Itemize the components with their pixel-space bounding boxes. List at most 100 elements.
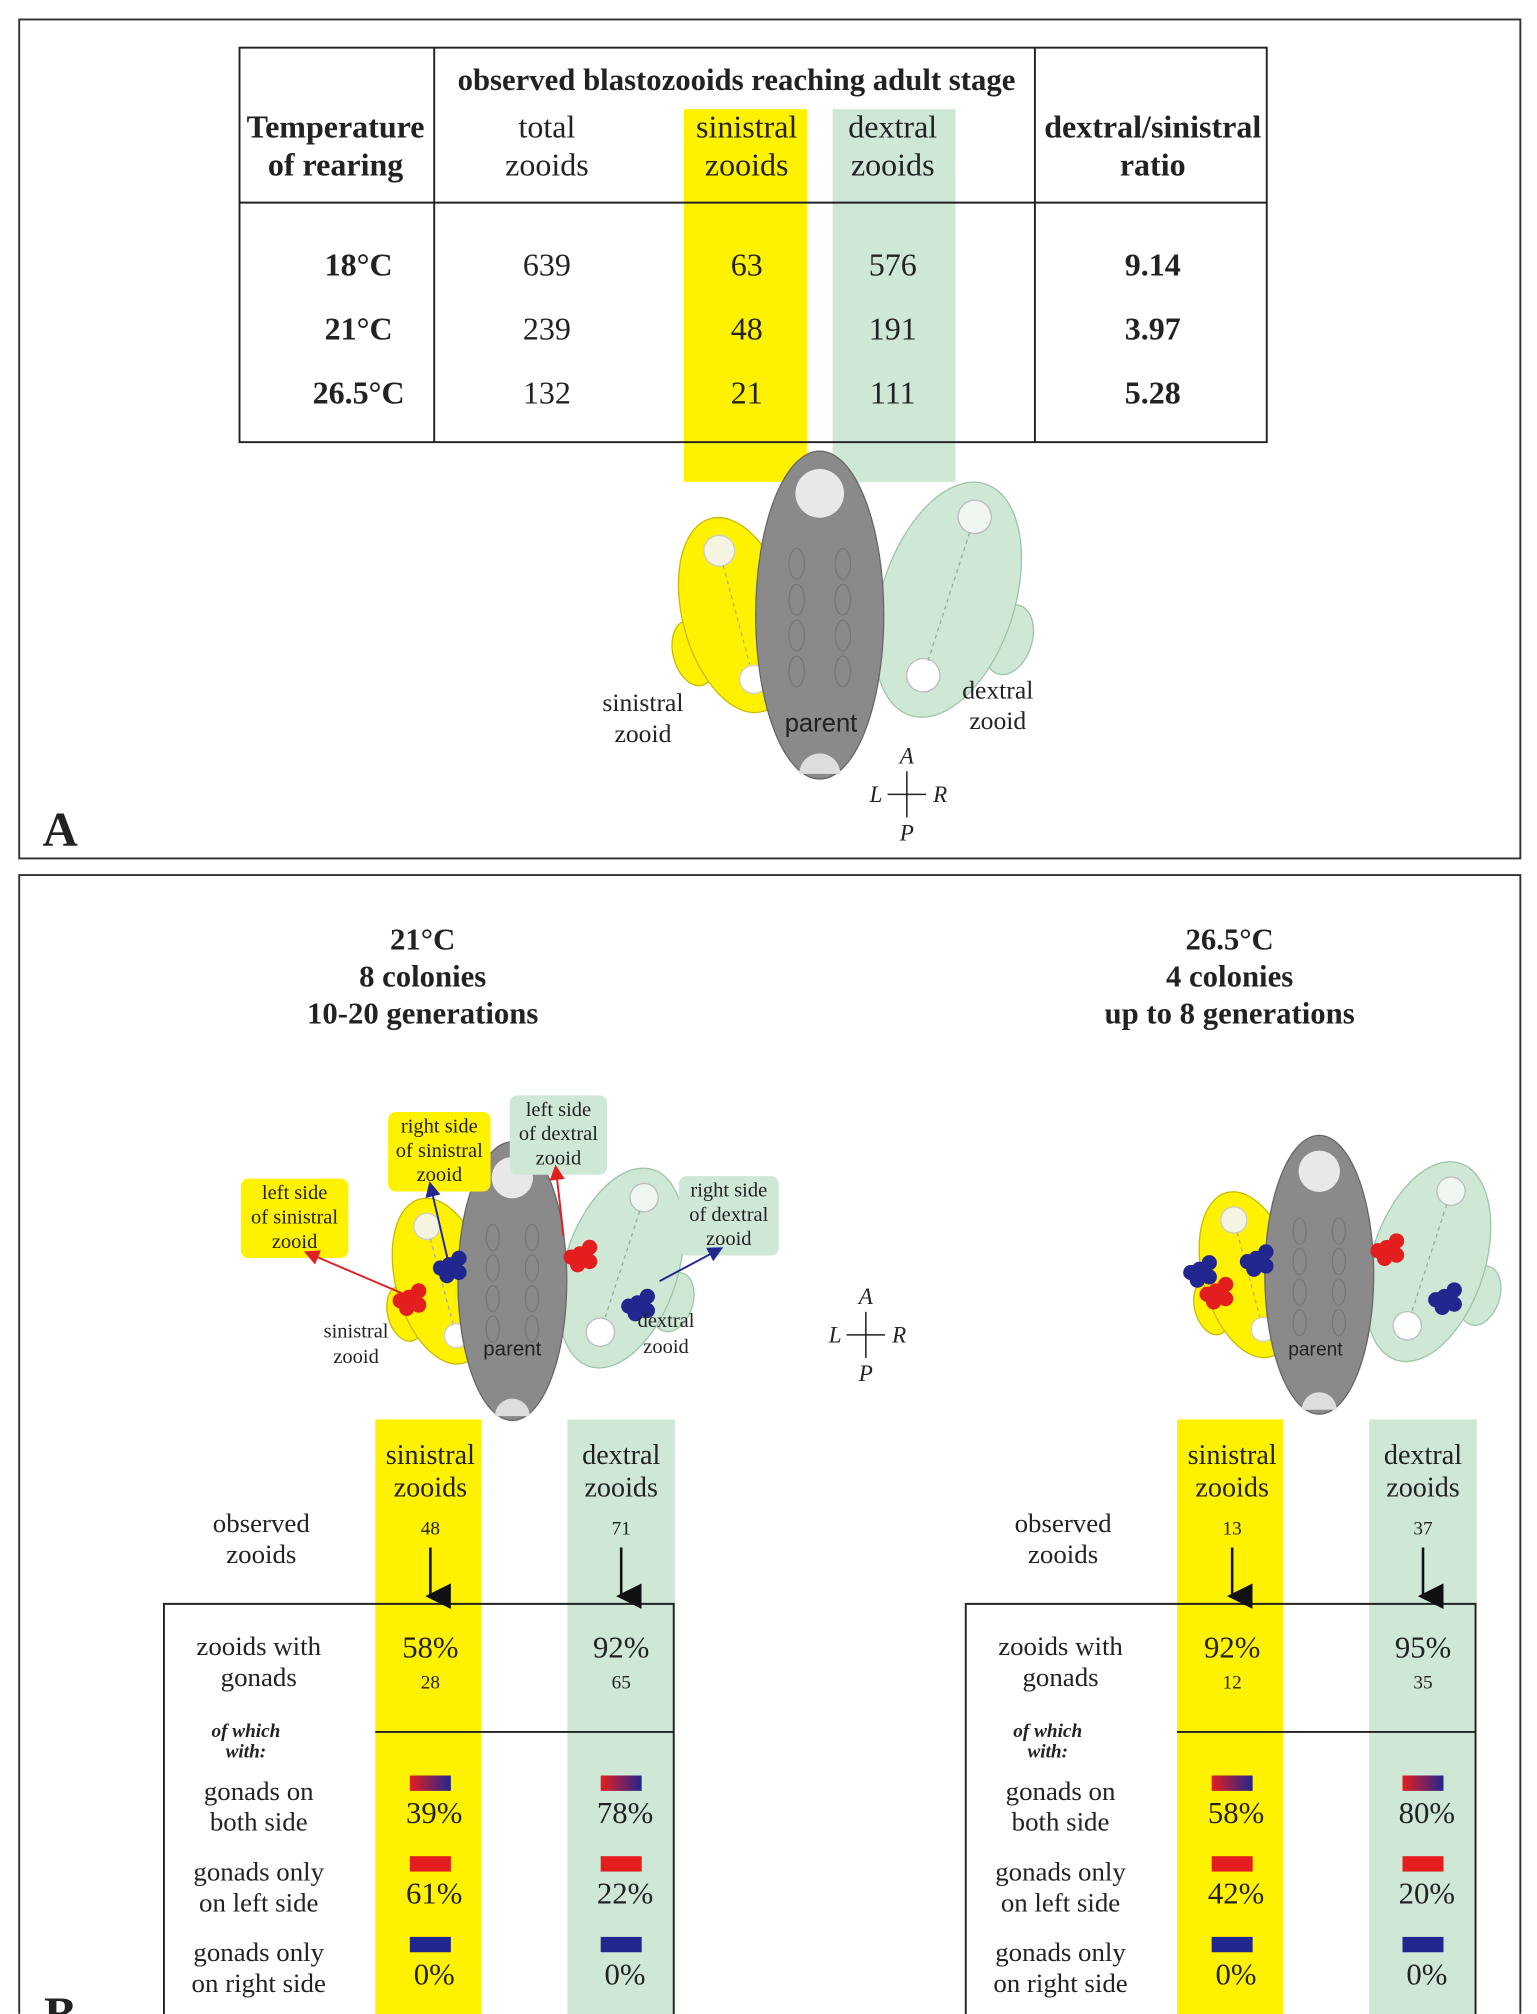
stigma-row [1292,1278,1307,1306]
column-header: zooids [584,1472,658,1503]
stigma-row [1331,1308,1347,1337]
experiment-title: 21°C [390,922,455,956]
row-label: both side [210,1807,308,1837]
percent: 61% [406,1877,462,1911]
diagram-label: sinistral [602,688,683,717]
table-cell: 639 [523,247,571,283]
legend-swatch [1211,1936,1253,1953]
callout-label: left side [526,1099,591,1121]
table-cell: 576 [869,247,917,283]
axis-label: A [898,743,915,769]
column-header: zooids [394,1472,468,1503]
column-header: zooids [705,147,789,183]
table-cell: 239 [523,311,571,347]
row-label: on left side [199,1887,318,1917]
count: 12 [1223,1672,1242,1693]
callout-box [388,1112,491,1192]
callout-label: right side [401,1116,478,1138]
sinistral-band [683,109,807,482]
table-cell: 191 [869,311,917,347]
percent: 0% [414,1957,455,1991]
group-header: observed blastozooids reaching adult sta… [458,63,1016,97]
diagram-label: zooid [333,1346,379,1368]
axis-label: A [857,1283,874,1309]
row-label: zooids with [196,1631,321,1661]
percent: 58% [402,1631,458,1665]
gonad [1199,1286,1215,1302]
callout-arrow [659,1247,724,1282]
table-cell: 18°C [325,247,393,283]
stigma-row [1331,1247,1347,1276]
callout-arrow [425,1181,450,1263]
sinistral-band [1177,1419,1284,2014]
axis-label: R [891,1322,906,1348]
row-label: gonads on [1006,1776,1116,1806]
siphon [585,1317,616,1348]
percent: 78% [597,1796,653,1830]
subheader: of which [1013,1721,1082,1742]
column-header: sinistral [696,108,797,144]
callout-label: zooid [536,1148,582,1170]
experiment-title: 8 colonies [359,960,486,994]
column-header: sinistral [1188,1440,1277,1471]
legend-swatch [409,1856,451,1872]
row-label: gonads only [193,1937,324,1967]
gonad [1239,1254,1256,1270]
row-label: zooids [1028,1539,1098,1569]
axis-label: R [932,781,947,807]
endostyle [429,1238,454,1324]
atrial-siphon [1301,1392,1337,1410]
experiment-title: 10-20 generations [307,997,538,1031]
legend-swatch [409,1775,451,1791]
stigma-row [524,1315,540,1343]
column-header: dextral [1384,1440,1462,1471]
panel-label: B [44,1987,76,2014]
percent: 58% [1208,1796,1264,1830]
row-label: on right side [993,1968,1127,1998]
endostyle [1236,1232,1261,1317]
callout-label: zooid [272,1231,318,1253]
legend-swatch [409,1936,451,1953]
stigma-row [834,619,852,652]
callout-arrow [549,1164,565,1237]
callout-box [678,1176,779,1256]
dextral-zooid [873,481,1035,718]
row-label: on left side [1001,1887,1120,1917]
gonad [1370,1243,1386,1259]
callout-label: of dextral [689,1204,768,1226]
observed-count: 13 [1223,1519,1242,1540]
gonad [411,1283,427,1299]
dextral-zooid [1364,1161,1502,1363]
stigma-row [788,547,806,580]
row-label: gonads only [995,1857,1126,1887]
table-cell: 21°C [325,311,393,347]
observed-count: 71 [612,1519,631,1540]
table-cell: 111 [870,375,916,411]
table-cell: 5.28 [1125,375,1181,411]
gonad [582,1253,598,1270]
gonad [1428,1292,1444,1308]
experiment-title: up to 8 generations [1105,997,1355,1031]
subheader: with: [1027,1742,1068,1763]
diagram-label: dextral [962,675,1033,704]
gonad [1218,1291,1234,1307]
table-cell: 21 [731,375,763,411]
stigma-row [1292,1308,1307,1337]
gonad [1388,1233,1405,1249]
percent: 80% [1399,1796,1455,1830]
gonad [1388,1247,1405,1263]
column-header: dextral [582,1440,660,1471]
count: 65 [612,1672,631,1693]
callout-label: of sinistral [396,1140,483,1162]
stigma-row [524,1284,540,1313]
stigma-row [485,1254,500,1282]
axis-label: P [899,819,914,845]
stigma-row [834,655,852,688]
row-label: gonads on [204,1776,314,1806]
column-header: zooids [851,147,935,183]
sinistral-band [375,1419,482,2014]
diagram-label: dextral [638,1310,695,1332]
column-header: dextral [848,108,937,144]
